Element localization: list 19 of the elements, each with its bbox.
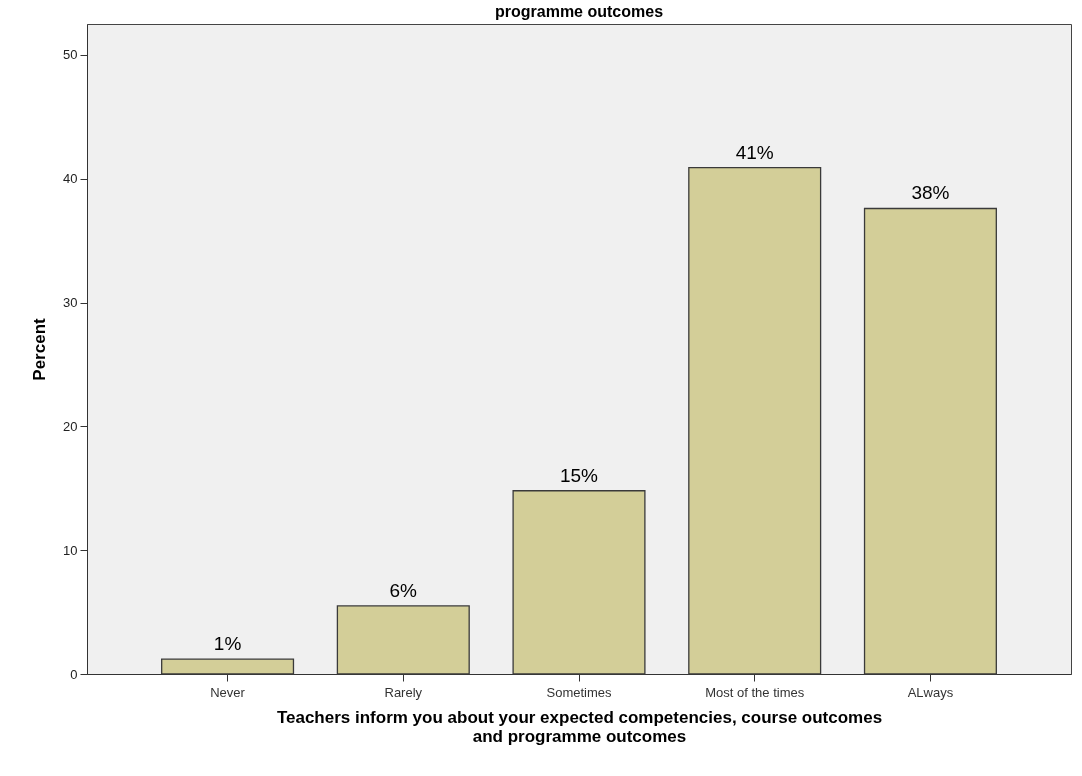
y-tick-label: 50 (63, 47, 78, 63)
data-label: 38% (911, 182, 950, 204)
x-tick-label: ALways (907, 684, 954, 700)
data-label: 1% (213, 633, 242, 655)
data-label: 41% (735, 141, 774, 163)
y-tick-label: 0 (70, 666, 78, 682)
y-axis-title: Percent (30, 317, 50, 381)
x-tick-label: Most of the times (705, 684, 805, 700)
chart-title: programme outcomes (494, 3, 664, 20)
y-tick-label: 30 (63, 295, 78, 311)
y-tick-label: 10 (63, 542, 78, 558)
data-label: 6% (389, 579, 418, 601)
y-tick-label: 40 (63, 171, 78, 187)
y-tick-label: 20 (63, 418, 78, 434)
x-axis-title: Teachers inform you about your expected competencies, course outcomes and programme outcomes (276, 707, 883, 746)
x-tick-label: Rarely (384, 684, 423, 700)
data-label: 15% (559, 464, 599, 486)
x-tick-label: Sometimes (546, 684, 612, 700)
x-tick-label: Never (210, 684, 246, 700)
